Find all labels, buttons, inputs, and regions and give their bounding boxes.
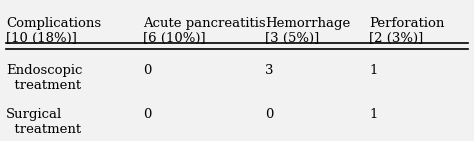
Text: Complications
[10 (18%)]: Complications [10 (18%)] xyxy=(6,17,101,45)
Text: 3: 3 xyxy=(265,64,274,77)
Text: Hemorrhage
[3 (5%)]: Hemorrhage [3 (5%)] xyxy=(265,17,351,45)
Text: 1: 1 xyxy=(369,64,377,77)
Text: 0: 0 xyxy=(265,108,273,121)
Text: Acute pancreatitis
[6 (10%)]: Acute pancreatitis [6 (10%)] xyxy=(143,17,265,45)
Text: Surgical
  treatment: Surgical treatment xyxy=(6,108,81,136)
Text: 0: 0 xyxy=(143,64,151,77)
Text: Perforation
[2 (3%)]: Perforation [2 (3%)] xyxy=(369,17,444,45)
Text: 0: 0 xyxy=(143,108,151,121)
Text: Endoscopic
  treatment: Endoscopic treatment xyxy=(6,64,82,92)
Text: 1: 1 xyxy=(369,108,377,121)
